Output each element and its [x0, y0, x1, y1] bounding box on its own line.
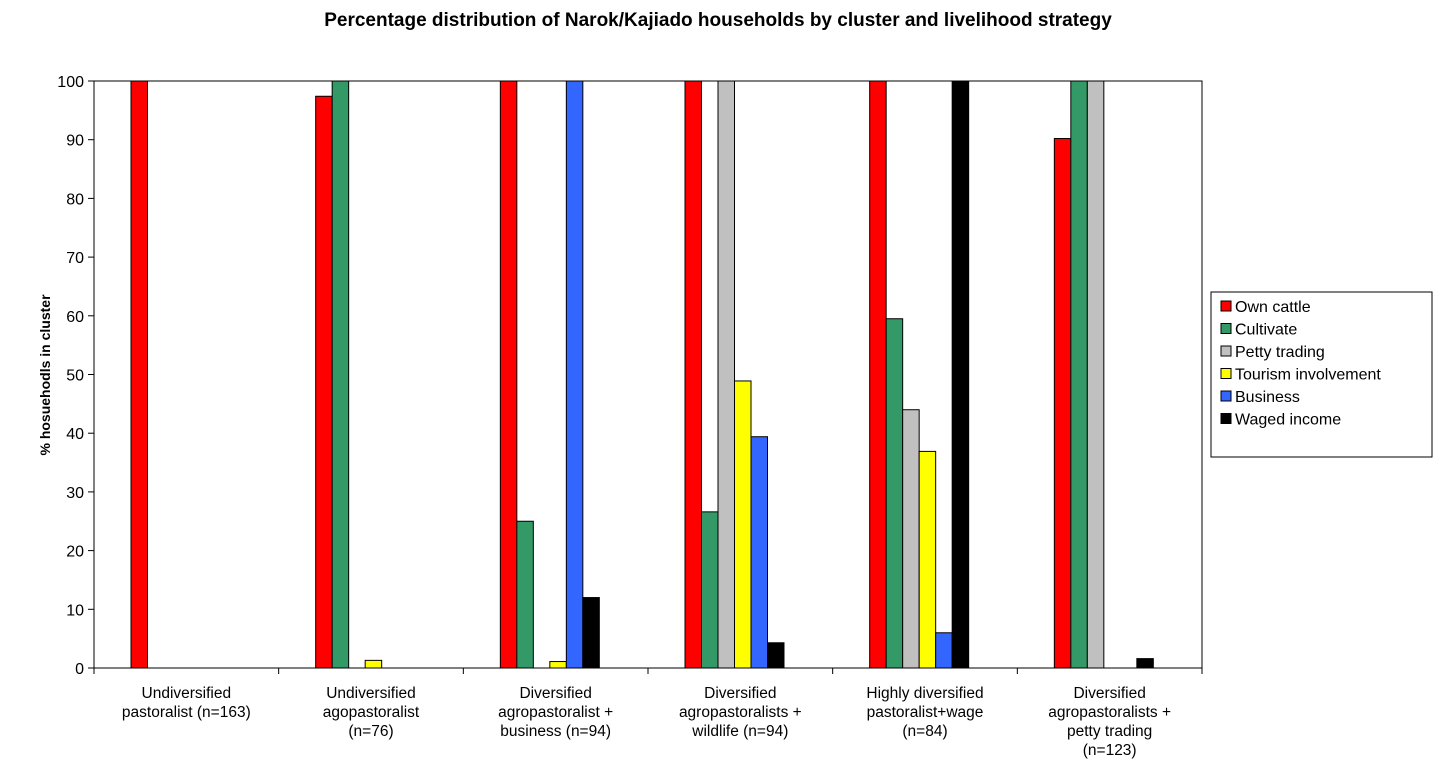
bar-waged-income [951, 80, 970, 669]
bar-cultivate [516, 520, 534, 669]
legend-label-own-cattle: Own cattle [1235, 299, 1311, 316]
bar-waged-income [1136, 658, 1154, 669]
legend-swatch-tourism-involvement [1220, 368, 1232, 379]
y-tick-label: 30 [66, 485, 84, 502]
plot-area [93, 80, 1203, 669]
y-tick-label: 80 [66, 191, 84, 208]
bar-cultivate [1070, 80, 1088, 669]
legend-swatch-petty-trading [1220, 345, 1232, 357]
y-axis: 0 10 20 30 40 50 60 70 80 90 100 [57, 74, 94, 678]
x-tick-label: Diversified agropastoralist + business (n=… [498, 685, 613, 740]
bar-own-cattle [130, 80, 148, 669]
bar-business [565, 80, 584, 669]
y-tick-label: 50 [66, 368, 84, 385]
y-tick-label: 100 [57, 74, 84, 91]
y-tick-label: 20 [66, 544, 84, 561]
legend-label-waged-income: Waged income [1235, 412, 1341, 429]
bar-own-cattle [684, 80, 702, 669]
y-tick-label: 70 [66, 250, 84, 267]
bar-cultivate [331, 80, 350, 669]
bar-cultivate [885, 318, 904, 669]
y-axis-label: % hosuehodls in cluster [37, 294, 53, 456]
bar-tourism-involvement [549, 661, 567, 669]
bar-petty-trading [902, 409, 920, 669]
y-tick-label: 40 [66, 426, 84, 443]
y-tick-label: 0 [75, 661, 84, 678]
bar-business [935, 632, 953, 669]
bar-own-cattle [1053, 138, 1072, 669]
bar-tourism-involvement [734, 380, 752, 669]
legend-swatch-waged-income [1220, 413, 1232, 424]
y-tick-label: 90 [66, 133, 84, 150]
bar-tourism-involvement [918, 450, 937, 669]
bar-waged-income [767, 642, 785, 669]
legend: Own cattle Cultivate Petty trading Tourism … [1210, 291, 1433, 458]
legend-swatch-own-cattle [1220, 300, 1232, 312]
x-tick-label: Diversified agropastoralists + petty tradi… [1048, 685, 1171, 759]
bar-petty-trading [717, 80, 735, 669]
y-tick-label: 60 [66, 309, 84, 326]
legend-label-cultivate: Cultivate [1235, 322, 1297, 339]
bar-tourism-involvement [364, 659, 383, 669]
legend-label-tourism-involvement: Tourism involvement [1235, 367, 1381, 384]
x-tick-label: Undiversified agopastoralist (n=76) [323, 685, 420, 740]
legend-swatch-business [1220, 390, 1232, 402]
bar-cultivate [701, 511, 719, 669]
legend-box [1210, 291, 1433, 458]
chart-title: Percentage distribution of Narok/Kajiado… [324, 10, 1112, 31]
x-axis: Undiversified pastoralist (n=163) Undivers… [93, 668, 1203, 759]
x-tick-label: Undiversified pastoralist (n=163) [122, 685, 251, 721]
bar-business [750, 436, 768, 669]
y-tick-label: 10 [66, 602, 84, 619]
bar-own-cattle [869, 80, 887, 669]
bar-petty-trading [1086, 80, 1105, 669]
x-tick-label: Highly diversified pastoralist+wage (n=84) [866, 685, 983, 740]
bar-own-cattle [315, 95, 333, 669]
bars [130, 80, 1154, 669]
legend-swatch-cultivate [1220, 323, 1232, 334]
bar-waged-income [582, 597, 600, 669]
bar-own-cattle [499, 80, 518, 669]
legend-label-business: Business [1235, 389, 1300, 406]
legend-label-petty-trading: Petty trading [1235, 344, 1325, 361]
x-tick-label: Diversified agropastoralists + wildlife (n… [679, 685, 802, 740]
